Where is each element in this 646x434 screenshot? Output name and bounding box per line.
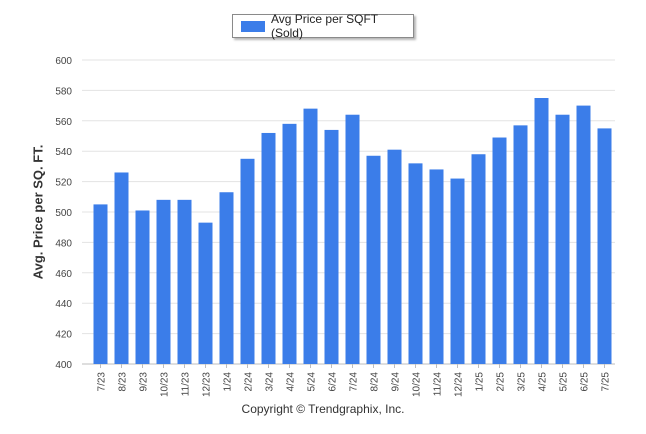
y-tick-label: 440 — [55, 299, 72, 310]
x-tick-label: 3/25 — [517, 372, 528, 392]
x-tick-label: 2/24 — [244, 372, 255, 392]
bar — [450, 178, 465, 364]
x-tick-label: 7/24 — [349, 372, 360, 392]
bar — [198, 222, 213, 364]
x-tick-label: 11/23 — [181, 372, 192, 397]
x-tick-label: 8/23 — [118, 372, 129, 392]
x-tick-label: 9/24 — [391, 372, 402, 392]
y-tick-label: 480 — [55, 238, 72, 249]
bar — [576, 105, 591, 364]
legend-label: Avg Price per SQFT (Sold) — [270, 12, 378, 40]
bar — [93, 204, 108, 364]
bar — [471, 154, 486, 364]
y-tick-label: 460 — [55, 269, 72, 280]
x-tick-label: 7/23 — [97, 372, 108, 392]
y-tick-label: 580 — [55, 86, 72, 97]
bar — [114, 172, 129, 364]
bar — [282, 123, 297, 364]
bar — [366, 155, 381, 364]
legend: Avg Price per SQFT (Sold) — [232, 12, 414, 40]
bar — [387, 149, 402, 364]
x-tick-label: 4/25 — [538, 372, 549, 392]
x-tick-label: 5/25 — [559, 372, 570, 392]
bar — [513, 125, 528, 364]
bar — [534, 98, 549, 364]
y-tick-label: 560 — [55, 117, 72, 128]
legend-swatch — [241, 20, 265, 32]
x-tick-label: 7/25 — [601, 372, 612, 392]
bar — [555, 114, 570, 364]
x-tick-label: 12/24 — [454, 372, 465, 397]
x-tick-label: 2/25 — [496, 372, 507, 392]
y-tick-label: 600 — [55, 56, 72, 67]
y-tick-label: 520 — [55, 178, 72, 189]
x-tick-label: 6/24 — [328, 372, 339, 392]
x-tick-label: 12/23 — [202, 372, 213, 397]
bar — [597, 128, 612, 364]
x-tick-label: 1/25 — [475, 372, 486, 392]
bar — [261, 132, 276, 364]
bar — [135, 210, 150, 364]
x-tick-label: 3/24 — [265, 372, 276, 392]
bar — [324, 129, 339, 364]
x-tick-label: 11/24 — [433, 372, 444, 397]
bar — [177, 199, 192, 364]
bar — [219, 192, 234, 364]
x-tick-label: 6/25 — [580, 372, 591, 392]
bar — [345, 114, 360, 364]
y-tick-label: 400 — [55, 360, 72, 371]
x-tick-label: 1/24 — [223, 372, 234, 392]
bar — [408, 163, 423, 364]
y-tick-label: 420 — [55, 330, 72, 341]
x-tick-label: 4/24 — [286, 372, 297, 392]
y-tick-label: 500 — [55, 208, 72, 219]
x-tick-label: 10/23 — [160, 372, 171, 397]
bar — [240, 158, 255, 364]
x-tick-label: 5/24 — [307, 372, 318, 392]
x-tick-label: 8/24 — [370, 372, 381, 392]
copyright-text: Copyright © Trendgraphix, Inc. — [241, 402, 405, 416]
x-tick-label: 9/23 — [139, 372, 150, 392]
bar — [303, 108, 318, 364]
bar — [156, 199, 171, 364]
y-axis-title: Avg. Price per SQ. FT. — [30, 144, 46, 280]
bar — [429, 169, 444, 364]
y-tick-label: 540 — [55, 147, 72, 158]
bar — [492, 137, 507, 364]
x-tick-label: 10/24 — [412, 372, 423, 397]
